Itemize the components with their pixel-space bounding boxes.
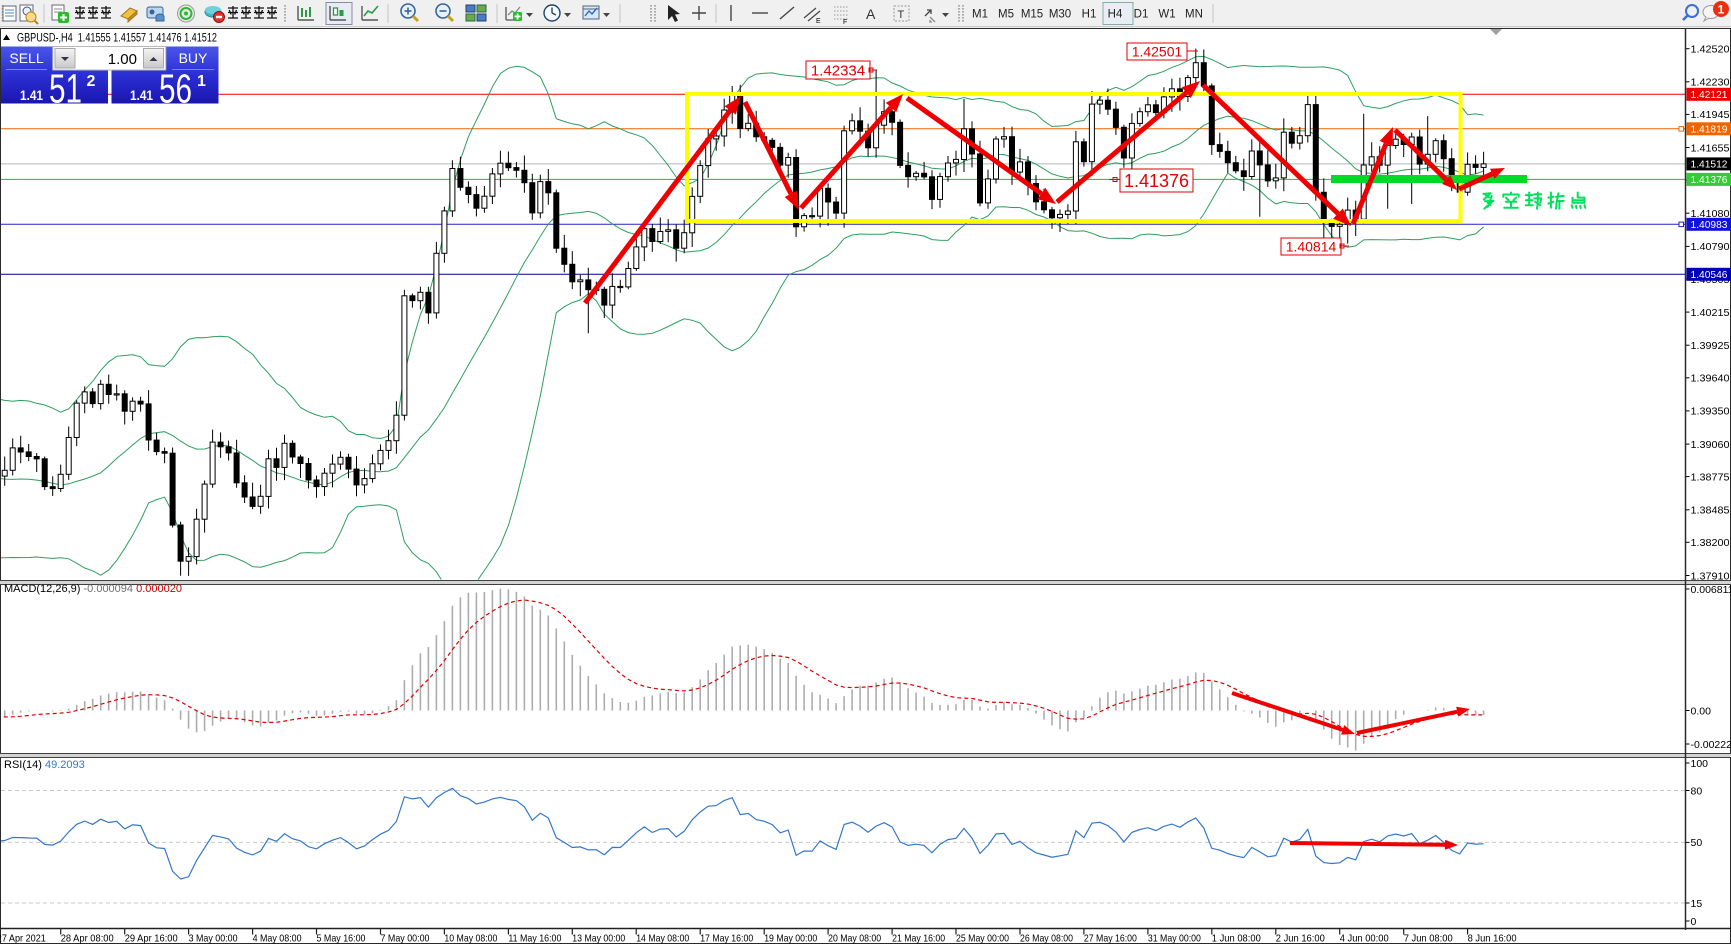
svg-text:15: 15 bbox=[1691, 898, 1703, 910]
svg-text:M5: M5 bbox=[998, 9, 1014, 21]
svg-text:1.42520: 1.42520 bbox=[1691, 44, 1730, 56]
svg-text:-0.002227: -0.002227 bbox=[1691, 739, 1731, 751]
svg-text:W1: W1 bbox=[1158, 9, 1175, 21]
svg-text:1.42334: 1.42334 bbox=[811, 62, 865, 79]
svg-text:RSI(14) 49.2093: RSI(14) 49.2093 bbox=[4, 759, 85, 771]
svg-text:H1: H1 bbox=[1082, 9, 1097, 21]
svg-text:4 Jun 00:00: 4 Jun 00:00 bbox=[1340, 933, 1389, 944]
svg-text:17 May 16:00: 17 May 16:00 bbox=[700, 933, 753, 944]
svg-text:1.41376: 1.41376 bbox=[1124, 171, 1189, 191]
svg-text:25 May 00:00: 25 May 00:00 bbox=[956, 933, 1009, 944]
svg-text:H4: H4 bbox=[1108, 9, 1123, 21]
svg-text:1.41512: 1.41512 bbox=[1691, 159, 1728, 171]
svg-text:1.41655: 1.41655 bbox=[1691, 142, 1730, 154]
svg-text:19 May 00:00: 19 May 00:00 bbox=[764, 933, 817, 944]
svg-text:MACD(12,26,9) -0.000094 0.0000: MACD(12,26,9) -0.000094 0.000020 bbox=[4, 583, 182, 595]
svg-text:1.40983: 1.40983 bbox=[1691, 219, 1728, 231]
svg-text:1.42230: 1.42230 bbox=[1691, 77, 1730, 89]
svg-text:80: 80 bbox=[1691, 785, 1703, 797]
svg-text:1.41: 1.41 bbox=[130, 87, 153, 103]
svg-text:1.41: 1.41 bbox=[20, 87, 43, 103]
svg-text:51: 51 bbox=[49, 66, 82, 112]
svg-text:7 May 00:00: 7 May 00:00 bbox=[381, 933, 430, 944]
svg-text:1.39640: 1.39640 bbox=[1691, 373, 1730, 385]
svg-text:D1: D1 bbox=[1134, 9, 1149, 21]
svg-text:MN: MN bbox=[1185, 9, 1203, 21]
svg-text:27 May 16:00: 27 May 16:00 bbox=[1084, 933, 1137, 944]
svg-text:100: 100 bbox=[1691, 758, 1709, 770]
svg-text:1.40546: 1.40546 bbox=[1691, 269, 1728, 281]
svg-text:1.41080: 1.41080 bbox=[1691, 208, 1730, 220]
svg-text:1.40215: 1.40215 bbox=[1691, 307, 1730, 319]
svg-text:SELL: SELL bbox=[9, 50, 43, 66]
svg-text:E: E bbox=[816, 18, 821, 25]
svg-text:1.40814: 1.40814 bbox=[1286, 239, 1337, 255]
svg-text:1.38200: 1.38200 bbox=[1691, 537, 1730, 549]
svg-text:M15: M15 bbox=[1021, 9, 1043, 21]
svg-text:F: F bbox=[843, 19, 847, 26]
svg-text:1.38485: 1.38485 bbox=[1691, 505, 1730, 517]
svg-text:5 May 16:00: 5 May 16:00 bbox=[317, 933, 366, 944]
svg-text:1.41376: 1.41376 bbox=[1691, 174, 1728, 186]
svg-text:31 May 00:00: 31 May 00:00 bbox=[1148, 933, 1201, 944]
svg-text:3 May 00:00: 3 May 00:00 bbox=[189, 933, 238, 944]
svg-text:GBPUSD-,H4 1.41555 1.41557 1.: GBPUSD-,H4 1.41555 1.41557 1.41476 1.415… bbox=[17, 33, 217, 45]
svg-text:1: 1 bbox=[1718, 3, 1725, 17]
svg-text:7 Jun 08:00: 7 Jun 08:00 bbox=[1404, 933, 1453, 944]
svg-text:2: 2 bbox=[87, 73, 96, 90]
svg-text:21 May 16:00: 21 May 16:00 bbox=[892, 933, 945, 944]
svg-text:27 Apr 2021: 27 Apr 2021 bbox=[0, 933, 46, 944]
svg-text:1: 1 bbox=[197, 73, 206, 90]
svg-text:0: 0 bbox=[1691, 916, 1697, 928]
svg-text:11 May 16:00: 11 May 16:00 bbox=[508, 933, 561, 944]
svg-text:1.37910: 1.37910 bbox=[1691, 570, 1730, 582]
svg-text:T: T bbox=[898, 9, 905, 21]
svg-text:20 May 08:00: 20 May 08:00 bbox=[828, 933, 881, 944]
svg-text:2 Jun 16:00: 2 Jun 16:00 bbox=[1276, 933, 1325, 944]
svg-text:1.00: 1.00 bbox=[108, 51, 137, 68]
svg-text:1.38775: 1.38775 bbox=[1691, 471, 1730, 483]
svg-text:26 May 08:00: 26 May 08:00 bbox=[1020, 933, 1073, 944]
svg-text:56: 56 bbox=[159, 66, 192, 112]
svg-text:50: 50 bbox=[1691, 837, 1703, 849]
svg-text:0.00: 0.00 bbox=[1691, 705, 1712, 717]
svg-text:BUY: BUY bbox=[179, 50, 208, 66]
svg-text:1.39060: 1.39060 bbox=[1691, 439, 1730, 451]
svg-text:14 May 08:00: 14 May 08:00 bbox=[636, 933, 689, 944]
svg-text:1.39350: 1.39350 bbox=[1691, 406, 1730, 418]
svg-text:28 Apr 08:00: 28 Apr 08:00 bbox=[61, 933, 114, 944]
svg-text:1.40790: 1.40790 bbox=[1691, 241, 1730, 253]
svg-text:1.42501: 1.42501 bbox=[1132, 44, 1183, 60]
svg-text:M30: M30 bbox=[1049, 9, 1071, 21]
svg-text:4 May 08:00: 4 May 08:00 bbox=[253, 933, 302, 944]
svg-text:10 May 08:00: 10 May 08:00 bbox=[444, 933, 497, 944]
svg-text:0.006811: 0.006811 bbox=[1691, 584, 1731, 596]
svg-text:A: A bbox=[866, 6, 876, 22]
svg-text:1.41819: 1.41819 bbox=[1691, 124, 1728, 136]
svg-text:1.39925: 1.39925 bbox=[1691, 340, 1730, 352]
svg-text:1 Jun 08:00: 1 Jun 08:00 bbox=[1212, 933, 1261, 944]
svg-text:1.42121: 1.42121 bbox=[1691, 89, 1728, 101]
svg-text:1.41945: 1.41945 bbox=[1691, 109, 1730, 121]
svg-text:M1: M1 bbox=[972, 9, 988, 21]
svg-text:13 May 00:00: 13 May 00:00 bbox=[572, 933, 625, 944]
svg-text:29 Apr 16:00: 29 Apr 16:00 bbox=[125, 933, 178, 944]
svg-text:8 Jun 16:00: 8 Jun 16:00 bbox=[1468, 933, 1517, 944]
